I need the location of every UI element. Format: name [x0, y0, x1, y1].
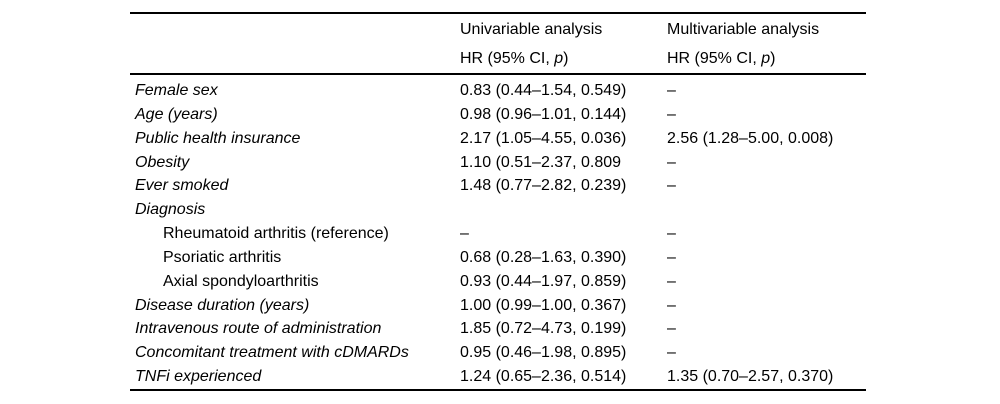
- table-row: Public health insurance 2.17 (1.05–4.55,…: [130, 127, 866, 151]
- univariable-value: 1.48 (0.77–2.82, 0.239): [460, 177, 627, 195]
- row-label: Axial spondyloarthritis: [163, 272, 319, 290]
- univariable-value: 1.24 (0.65–2.36, 0.514): [460, 368, 627, 386]
- multivariable-value: –: [667, 153, 676, 171]
- table-row: Intravenous route of administration 1.85…: [130, 317, 866, 341]
- measure-p: p: [761, 49, 771, 67]
- row-label: Psoriatic arthritis: [163, 248, 282, 266]
- multivariable-value: –: [667, 272, 676, 290]
- row-label: Rheumatoid arthritis (reference): [163, 225, 389, 243]
- multivariable-value: 1.35 (0.70–2.57, 0.370): [667, 368, 834, 386]
- multivariable-value: –: [667, 320, 676, 338]
- row-label: Public health insurance: [135, 129, 301, 147]
- table-row: Ever smoked 1.48 (0.77–2.82, 0.239) –: [130, 174, 866, 198]
- multivariable-value: –: [667, 225, 676, 243]
- table-row: TNFi experienced 1.24 (0.65–2.36, 0.514)…: [130, 365, 866, 389]
- univariable-value: –: [460, 225, 469, 243]
- table-subrow: Psoriatic arthritis 0.68 (0.28–1.63, 0.3…: [130, 246, 866, 270]
- header-univariable-title: Univariable analysis: [460, 20, 603, 38]
- multivariable-value: –: [667, 344, 676, 362]
- univariable-value: 0.68 (0.28–1.63, 0.390): [460, 248, 627, 266]
- univariable-value: 0.98 (0.96–1.01, 0.144): [460, 105, 627, 123]
- multivariable-value: –: [667, 82, 676, 99]
- analysis-table: Univariable analysis Multivariable analy…: [130, 12, 866, 391]
- multivariable-value: 2.56 (1.28–5.00, 0.008): [667, 129, 834, 147]
- table-top-rule: [130, 12, 866, 14]
- row-label: Intravenous route of administration: [135, 320, 382, 338]
- table-subrow: Rheumatoid arthritis (reference) – –: [130, 222, 866, 246]
- univariable-value: 1.10 (0.51–2.37, 0.809: [460, 153, 622, 171]
- row-label: Ever smoked: [135, 177, 229, 195]
- univariable-value: 0.93 (0.44–1.97, 0.859): [460, 272, 627, 290]
- measure-prefix: HR (95% CI,: [460, 49, 555, 67]
- row-label: Disease duration (years): [135, 296, 310, 314]
- row-label: Obesity: [135, 153, 190, 171]
- univariable-value: 0.83 (0.44–1.54, 0.549): [460, 82, 627, 99]
- row-label: Female sex: [135, 82, 218, 99]
- measure-p: p: [554, 49, 564, 67]
- header-multivariable-title: Multivariable analysis: [667, 20, 820, 38]
- row-label: Age (years): [135, 105, 218, 123]
- header-row-measures: HR (95% CI, p) HR (95% CI, p): [130, 44, 866, 73]
- row-label: Diagnosis: [135, 201, 206, 219]
- univariable-value: 1.85 (0.72–4.73, 0.199): [460, 320, 627, 338]
- table-subrow: Axial spondyloarthritis 0.93 (0.44–1.97,…: [130, 270, 866, 294]
- table-row: Age (years) 0.98 (0.96–1.01, 0.144) –: [130, 103, 866, 127]
- measure-suffix: ): [563, 49, 569, 67]
- univariable-value: 1.00 (0.99–1.00, 0.367): [460, 296, 627, 314]
- univariable-value: 2.17 (1.05–4.55, 0.036): [460, 129, 627, 147]
- header-univariable-measure: HR (95% CI, p): [460, 50, 667, 68]
- table-bottom-rule: [130, 388, 866, 391]
- table-row: Obesity 1.10 (0.51–2.37, 0.809 –: [130, 151, 866, 175]
- multivariable-value: –: [667, 105, 676, 123]
- header-row-titles: Univariable analysis Multivariable analy…: [130, 15, 866, 44]
- multivariable-value: –: [667, 177, 676, 195]
- measure-suffix: ): [770, 49, 776, 67]
- measure-prefix: HR (95% CI,: [667, 49, 762, 67]
- table-row: Concomitant treatment with cDMARDs 0.95 …: [130, 341, 866, 365]
- table-row: Female sex 0.83 (0.44–1.54, 0.549) –: [130, 79, 866, 103]
- row-label: TNFi experienced: [135, 368, 262, 386]
- table-row: Disease duration (years) 1.00 (0.99–1.00…: [130, 294, 866, 318]
- row-label: Concomitant treatment with cDMARDs: [135, 344, 409, 362]
- multivariable-value: –: [667, 296, 676, 314]
- table-header: Univariable analysis Multivariable analy…: [130, 14, 866, 73]
- header-multivariable-measure: HR (95% CI, p): [667, 50, 866, 68]
- multivariable-value: –: [667, 248, 676, 266]
- table-header-rule: [130, 73, 866, 75]
- table-body: Female sex 0.83 (0.44–1.54, 0.549) – Age…: [130, 75, 866, 389]
- table-row-group-header: Diagnosis: [130, 198, 866, 222]
- univariable-value: 0.95 (0.46–1.98, 0.895): [460, 344, 627, 362]
